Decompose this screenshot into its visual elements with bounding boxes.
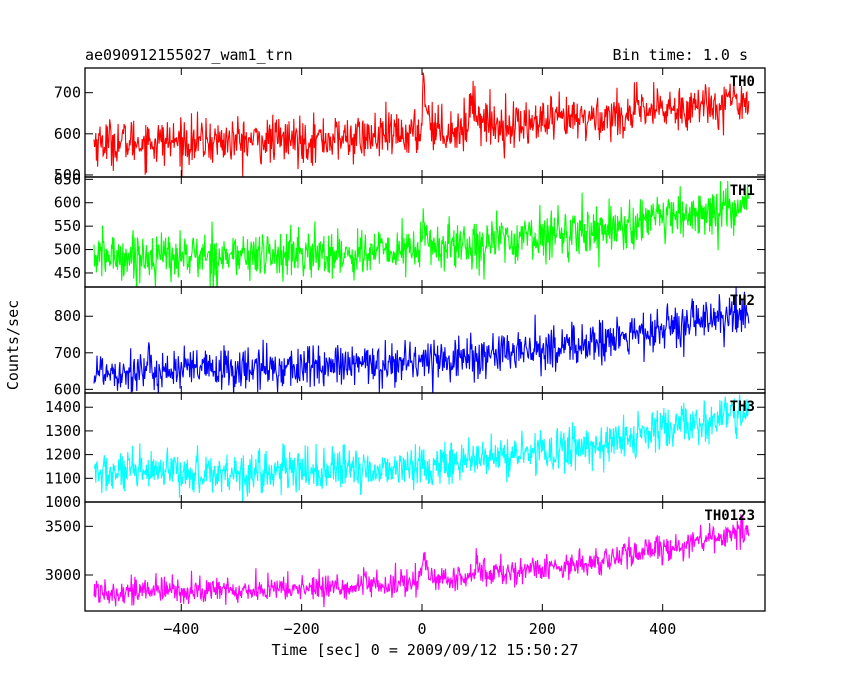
y-tick-label: 1400 [45, 398, 81, 416]
x-tick-label: 0 [417, 620, 426, 638]
x-tick-label: −200 [284, 620, 320, 638]
y-tick-label: 700 [54, 84, 81, 102]
y-tick-label: 3500 [45, 517, 81, 535]
chart-title: ae090912155027_wam1_trn [85, 46, 293, 64]
panel-label: TH2 [730, 293, 755, 309]
x-tick-label: 200 [529, 620, 556, 638]
y-axis-label: Counts/sec [4, 300, 22, 390]
y-tick-label: 1300 [45, 422, 81, 440]
y-tick-label: 600 [54, 380, 81, 398]
y-tick-label: 600 [54, 194, 81, 212]
series-line-th0 [93, 72, 750, 177]
series-line-th3 [93, 394, 750, 502]
panel-frame-th3 [84, 392, 766, 503]
y-tick-label: 1100 [45, 469, 81, 487]
bin-time-label: Bin time: 1.0 s [613, 46, 748, 64]
y-tick-label: 650 [54, 170, 81, 188]
panel-frame-th2 [84, 286, 766, 394]
y-tick-label: 700 [54, 344, 81, 362]
y-tick-label: 500 [54, 241, 81, 259]
panel-frame-th0123 [84, 501, 766, 612]
panel-label: TH0 [730, 74, 755, 90]
series-line-th1 [93, 180, 750, 287]
y-tick-label: 550 [54, 217, 81, 235]
panel-label: TH3 [730, 399, 755, 415]
series-line-th0123 [93, 513, 750, 608]
x-axis-label: Time [sec] 0 = 2009/09/12 15:50:27 [271, 641, 578, 659]
panel-frame-th0 [84, 67, 766, 178]
y-tick-label: 600 [54, 125, 81, 143]
panel-stack: 500 600 700 TH0 450 500 550 600 650 TH1 600 700 800 T… [45, 67, 766, 638]
y-tick-label: 450 [54, 264, 81, 282]
y-tick-label: 500 [54, 166, 81, 184]
series-line-th2 [93, 287, 750, 393]
x-tick-label: −400 [163, 620, 199, 638]
panel-label: TH0123 [704, 508, 755, 524]
y-tick-label: 1000 [45, 493, 81, 511]
y-tick-label: 3000 [45, 566, 81, 584]
y-tick-label: 800 [54, 307, 81, 325]
panel-label: TH1 [730, 183, 755, 199]
x-tick-label: 400 [649, 620, 676, 638]
y-tick-label: 1200 [45, 446, 81, 464]
